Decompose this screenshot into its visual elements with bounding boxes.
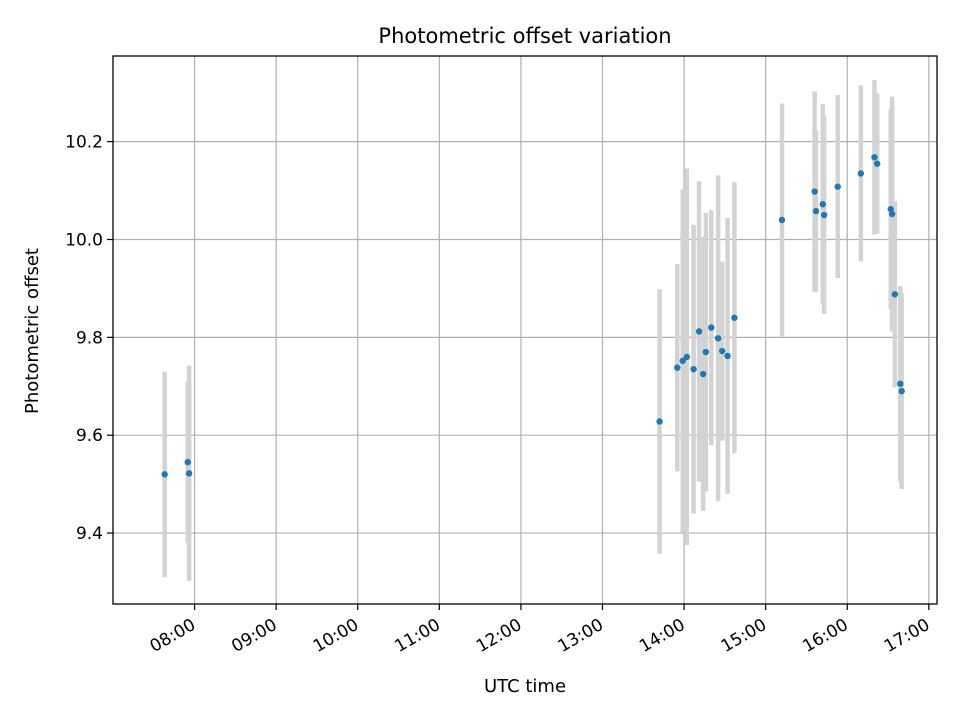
data-point [811,188,818,195]
data-point [834,183,841,190]
data-point [897,380,904,388]
y-tick-label: 10.0 [65,230,103,250]
data-point [718,347,726,355]
data-point [898,387,905,395]
plot-frame [112,55,938,605]
data-point [185,470,193,477]
chart-title: Photometric offset variation [378,24,671,48]
grid-lines [113,56,937,604]
y-axis-ticks: 9.4 9.6 9.8 10.0 10.2 [65,133,113,544]
data-point [857,170,865,177]
data-point [891,291,899,298]
data-point [871,154,878,161]
x-axis-label: UTC time [484,676,566,697]
data-point [161,471,168,478]
y-tick-label: 9.4 [76,524,103,544]
data-point [683,353,691,361]
data-point [887,205,894,213]
y-tick-label: 9.8 [76,328,103,348]
data-point [679,357,686,365]
data-points [161,154,905,478]
data-point [812,207,820,215]
data-point [714,335,722,342]
data-point [819,201,826,208]
y-axis-label: Photometric offset [22,248,43,414]
data-point [731,314,738,321]
data-point [873,160,881,167]
data-point [699,370,707,378]
data-point [708,324,715,331]
y-tick-label: 9.6 [76,426,103,446]
data-point [820,211,828,219]
data-point [690,365,697,373]
data-point [674,364,681,371]
y-tick-label: 10.2 [65,133,103,153]
data-point [695,328,703,335]
data-point [888,210,896,218]
data-point [656,418,663,425]
data-point [184,458,191,466]
data-point [724,352,731,360]
data-point [702,348,710,356]
data-point [778,216,786,224]
